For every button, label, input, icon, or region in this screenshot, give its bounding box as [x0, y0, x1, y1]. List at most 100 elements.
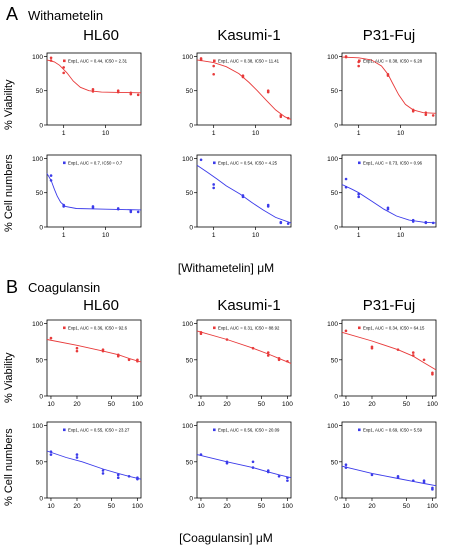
x-tick-label: 50 [108, 401, 116, 408]
column-title-b-kasumi: Kasumi-1 [217, 297, 281, 314]
data-point [357, 64, 360, 68]
legend-text: Exp1, AUC = 0.73, IC50 = 0.96 [363, 161, 423, 166]
data-point [49, 174, 53, 177]
data-point [386, 72, 390, 76]
column-title-a-hl60: HL60 [83, 27, 119, 44]
x-tick-label: 10 [102, 232, 110, 239]
y-tick-label: 100 [327, 156, 338, 163]
data-point [212, 64, 215, 68]
data-point [49, 453, 53, 456]
data-point [370, 346, 374, 350]
data-point [49, 59, 53, 62]
data-point [136, 93, 140, 97]
data-point [199, 58, 203, 62]
data-point [199, 332, 203, 336]
x-tick-label: 100 [132, 503, 143, 510]
x-tick-label: 10 [342, 401, 350, 408]
data-point [251, 346, 255, 350]
x-tick-label: 20 [223, 503, 231, 510]
data-point [431, 488, 434, 491]
y-tick-label: 50 [331, 459, 339, 466]
data-point [212, 186, 215, 190]
data-point [286, 116, 290, 120]
data-point [411, 479, 415, 482]
x-tick-label: 100 [282, 401, 293, 408]
legend-swatch [63, 428, 66, 432]
section-letter-b: B [6, 277, 19, 297]
fit-curve [46, 339, 142, 363]
legend-swatch [213, 59, 216, 63]
section-title-b: Coagulansin [28, 280, 101, 295]
legend-swatch [358, 428, 361, 432]
data-point [75, 453, 79, 456]
data-point [199, 158, 203, 162]
data-point [286, 359, 289, 363]
data-point [357, 195, 360, 199]
chart-b-p31fuj-viability: 0 50 100 10 20 50 100 Exp1, AUC = 0.34, IC50 = … [327, 319, 438, 408]
data-point [251, 460, 255, 464]
y-tick-label: 50 [331, 357, 339, 364]
legend-text: Exp1, AUC = 0.34, IC50 = 64.15 [363, 326, 425, 331]
y-tick-label: 0 [189, 496, 193, 503]
x-tick-label: 1 [62, 232, 66, 239]
y-tick-label: 50 [36, 88, 44, 95]
x-tick-label: 100 [427, 503, 438, 510]
legend-text: Exp1, AUC = 0.38, IC50 = 6.28 [363, 59, 423, 64]
plot-frame [341, 154, 437, 228]
legend-text: Exp1, AUC = 0.31, IC50 = 88.92 [218, 326, 280, 331]
x-tick-label: 10 [47, 401, 55, 408]
y-tick-label: 100 [327, 54, 338, 61]
x-tick-label: 10 [342, 503, 350, 510]
x-tick-label: 1 [212, 232, 216, 239]
column-title-b-p31fuj: P31-Fuj [362, 297, 416, 314]
x-tick-label: 10 [47, 503, 55, 510]
x-tick-label: 20 [73, 401, 81, 408]
x-tick-label: 10 [397, 130, 405, 137]
data-point [241, 194, 245, 197]
data-point [62, 71, 65, 75]
x-tick-label: 10 [397, 232, 405, 239]
y-tick-label: 100 [182, 321, 193, 328]
data-point [286, 222, 290, 225]
x-tick-label: 1 [357, 232, 361, 239]
x-tick-label: 1 [212, 130, 216, 137]
data-point [422, 358, 426, 362]
data-point [212, 72, 215, 76]
data-point [386, 207, 390, 211]
plot-frame [46, 421, 142, 499]
data-point [277, 358, 281, 362]
data-point [251, 466, 255, 469]
fit-curve [341, 465, 437, 487]
row-label-b-cell-numbers: % Cell numbers [3, 428, 15, 506]
x-tick-label: 10 [197, 503, 205, 510]
legend-text: Exp1, AUC = 0.55, IC50 = 23.27 [68, 428, 130, 433]
y-tick-label: 0 [334, 394, 338, 401]
x-tick-label: 100 [132, 401, 143, 408]
legend-swatch [63, 326, 66, 330]
legend-swatch [358, 161, 361, 165]
x-tick-label: 1 [62, 130, 66, 137]
plot-frame [341, 319, 437, 397]
data-point [422, 480, 426, 484]
data-point [136, 476, 139, 480]
chart-a-hl60-viability: 0 50 100 1 10 Exp1, AUC = 0.44, IC50 = 2.31 [32, 52, 142, 137]
x-tick-label: 1 [357, 130, 361, 137]
row-label-a-viability: % Viability [3, 79, 15, 130]
data-point [431, 372, 434, 376]
section-letter-a: A [6, 4, 19, 24]
fit-curve [46, 450, 142, 480]
data-point [212, 183, 215, 186]
data-point [266, 470, 270, 474]
row-label-a-cell-numbers: % Cell numbers [3, 154, 15, 232]
data-point [62, 66, 65, 69]
y-tick-label: 0 [39, 225, 43, 232]
chart-b-kasumi-viability: 0 50 100 10 20 50 100 Exp1, AUC = 0.31, IC50 = … [182, 319, 293, 408]
data-point [266, 90, 270, 94]
data-point [411, 354, 415, 357]
data-point [411, 351, 415, 354]
y-tick-label: 0 [334, 225, 338, 232]
y-tick-label: 100 [32, 54, 43, 61]
data-point [75, 456, 79, 459]
data-point [49, 179, 53, 182]
data-point [225, 460, 229, 464]
